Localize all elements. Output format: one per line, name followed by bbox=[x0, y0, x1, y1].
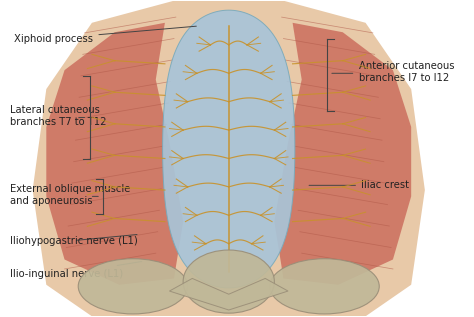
Text: Lateral cutaneous
branches T7 to T12: Lateral cutaneous branches T7 to T12 bbox=[10, 105, 106, 127]
Text: Iliac crest: Iliac crest bbox=[309, 180, 409, 190]
Text: Iliohypogastric nerve (L1): Iliohypogastric nerve (L1) bbox=[10, 235, 137, 246]
Text: Ilio-inguinal nerve (L1): Ilio-inguinal nerve (L1) bbox=[10, 262, 142, 279]
Polygon shape bbox=[46, 23, 183, 285]
Ellipse shape bbox=[78, 259, 188, 314]
Text: External oblique muscle
and aponeurosis: External oblique muscle and aponeurosis bbox=[10, 184, 130, 206]
Polygon shape bbox=[33, 1, 425, 316]
Text: Anterior cutaneous
branches I7 to I12: Anterior cutaneous branches I7 to I12 bbox=[359, 61, 454, 82]
Polygon shape bbox=[169, 278, 288, 310]
Text: Xiphoid process: Xiphoid process bbox=[14, 26, 196, 43]
Polygon shape bbox=[163, 10, 295, 288]
Ellipse shape bbox=[183, 250, 274, 313]
Ellipse shape bbox=[270, 259, 379, 314]
Polygon shape bbox=[274, 23, 411, 285]
